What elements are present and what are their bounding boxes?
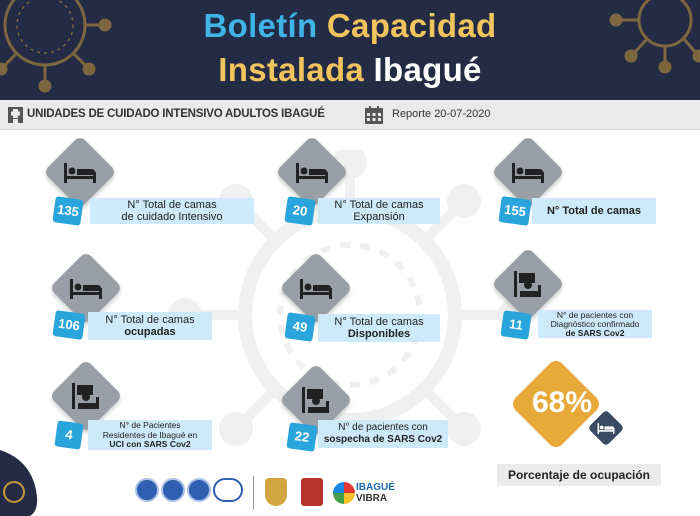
stat-label: N° Total de camas Expansión (318, 198, 440, 224)
occupancy-percent: 68% (531, 386, 593, 419)
stat-label-line2: ocupadas (124, 326, 176, 338)
patient-monitor-icon (72, 383, 99, 409)
stat-value-badge: 20 (284, 196, 316, 226)
stat-value-badge: 135 (52, 196, 84, 226)
stat-label-line1: N° Total de camas (334, 316, 424, 328)
ibague-vibra-logo-icon (333, 482, 355, 504)
stat-label-line1: N° de pacientes con (338, 422, 428, 433)
stat-label: N° de pacientes con sospecha de SARS Cov… (318, 420, 448, 448)
stat-label: N° Total de camas (532, 198, 656, 224)
report-subheader: UNIDADES DE CUIDADO INTENSIVO ADULTOS IB… (0, 100, 700, 130)
stat-label-line1: N° Total de camas (127, 199, 217, 211)
patient-monitor-icon (302, 387, 329, 413)
header-banner: Boletín Capacidad Instalada Ibagué (0, 0, 700, 100)
stat-label-line2: Diagnóstico confirmado (550, 319, 640, 329)
bed-icon (64, 163, 96, 183)
stat-label-line1: N° Total de camas (105, 314, 195, 326)
stat-label-line2: Disponibles (347, 328, 411, 340)
patient-monitor-icon (514, 271, 541, 297)
bed-icon (597, 423, 615, 434)
stat-label-line1: N° Total de camas (546, 205, 642, 217)
bed-icon (70, 279, 102, 299)
occupancy-indicator: 68% (509, 357, 603, 451)
stat-label-line2: sospecha de SARS Cov2 (323, 434, 443, 445)
stat-label: N° Total de camas Disponibles (318, 314, 440, 342)
stat-value-badge: 22 (286, 422, 318, 452)
title-word-boletin: Boletín (203, 7, 318, 44)
bed-icon (296, 163, 328, 183)
stat-value-badge: 11 (500, 310, 532, 340)
bed-icon (512, 163, 544, 183)
iqnet-logo-icon (213, 478, 243, 502)
stat-label-line3: UCI con SARS Cov2 (109, 439, 191, 449)
report-date: Reporte 20-07-2020 (392, 108, 491, 120)
stat-label-line1: N° de pacientes con (556, 310, 634, 320)
certification-seal-icon (135, 478, 159, 502)
subheader-title: UNIDADES DE CUIDADO INTENSIVO ADULTOS IB… (27, 108, 325, 120)
stat-label: N° Total de camas de cuidado Intensivo (90, 198, 254, 224)
page-title: Boletín Capacidad Instalada Ibagué (0, 4, 700, 92)
stat-label: N° de Pacientes Residentes de Ibagué en … (88, 420, 212, 450)
hospital-icon (8, 107, 23, 123)
stat-label-line1: N° de Pacientes (119, 420, 181, 430)
virus-decoration-bottom (0, 450, 38, 516)
ibague-vibra-brand: IBAGUÉ VIBRA (356, 482, 395, 504)
title-word-ibague: Ibagué (373, 51, 482, 88)
stat-label-line2: de cuidado Intensivo (121, 211, 223, 223)
title-word-instalada: Instalada (218, 51, 365, 88)
stat-value-badge: 49 (284, 312, 316, 342)
stat-label-line3: de SARS Cov2 (565, 328, 625, 338)
stat-label: N° de pacientes con Diagnóstico confirma… (538, 310, 652, 338)
alcaldia-logo-icon (301, 478, 323, 506)
occupancy-bed-badge (587, 409, 625, 447)
stat-label-line1: N° Total de camas (334, 199, 424, 211)
footer-logos (125, 474, 415, 516)
occupancy-label: Porcentaje de ocupación (497, 464, 661, 486)
footer-divider (253, 476, 254, 510)
certification-seal-icon (187, 478, 211, 502)
stat-label-line2: Expansión (353, 211, 405, 223)
bed-icon (300, 279, 332, 299)
stat-label-line2: Residentes de Ibagué en (102, 429, 198, 440)
brand-line2: VIBRA (356, 493, 388, 504)
title-word-capacidad: Capacidad (326, 7, 497, 44)
virus-decoration-left (0, 0, 112, 93)
virus-decoration-right (609, 0, 700, 74)
stat-value-badge: 155 (498, 196, 532, 226)
certification-seal-icon (161, 478, 185, 502)
stat-label: N° Total de camas ocupadas (88, 312, 212, 340)
calendar-icon (365, 106, 383, 124)
stat-value-badge: 106 (52, 310, 86, 340)
brand-line1: IBAGUÉ (356, 482, 395, 493)
ibague-coat-of-arms-icon (265, 478, 287, 506)
